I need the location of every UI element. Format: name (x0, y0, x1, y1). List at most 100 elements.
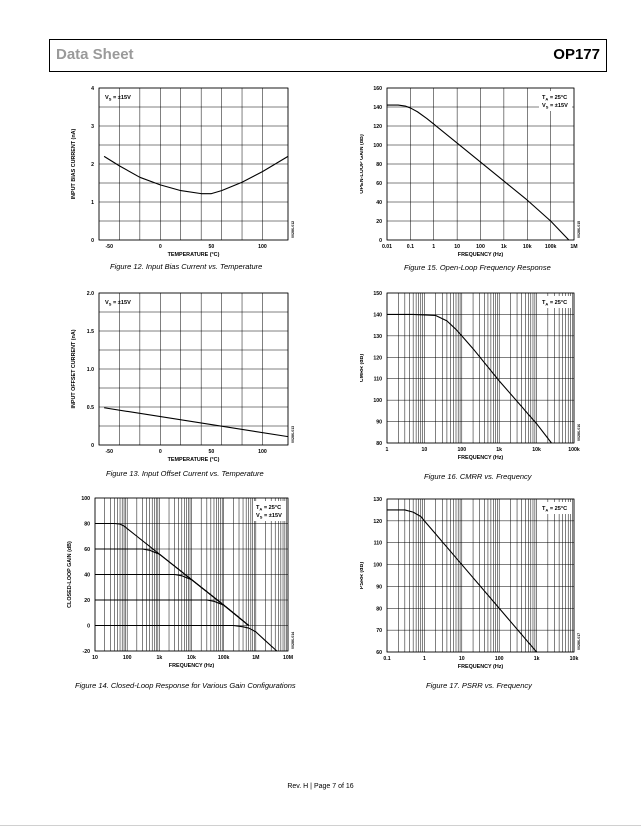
y-tick-label: 70 (376, 628, 382, 634)
y-tick-label: 100 (373, 563, 382, 569)
y-tick-label: 1.5 (87, 329, 94, 335)
figure-code: 00286-012 (291, 221, 295, 238)
x-tick-label: 1k (156, 655, 162, 661)
x-tick-label: 1M (252, 655, 259, 661)
y-axis-label: CMRR (dB) (360, 354, 365, 383)
x-tick-label: 100 (495, 656, 504, 662)
caption-fig15: Figure 15. Open-Loop Frequency Response (404, 263, 551, 272)
y-tick-label: 130 (373, 497, 382, 503)
x-tick-label: 1k (534, 656, 540, 662)
x-tick-label: 10 (422, 447, 428, 453)
page-header: Data Sheet OP177 (49, 39, 607, 72)
y-tick-label: 2 (91, 162, 94, 168)
y-tick-label: 110 (374, 377, 382, 383)
x-tick-label: 0 (159, 449, 162, 455)
y-tick-label: 80 (84, 522, 90, 528)
series-line (95, 548, 250, 626)
series-line (95, 624, 278, 652)
x-tick-label: 1 (386, 447, 389, 453)
plot-frame (386, 87, 575, 241)
x-tick-label: 10 (454, 244, 460, 250)
y-tick-label: 120 (373, 519, 382, 525)
y-axis-label: OPEN-LOOP GAIN (dB) (360, 134, 365, 194)
y-tick-label: 40 (84, 573, 90, 579)
series-line (387, 104, 570, 241)
chart-svg: -50 0 50 100 0 0.5 1.0 1.5 2.0 TEMPERATURE (°C) IN… (71, 291, 295, 463)
x-tick-label: 50 (208, 449, 214, 455)
chart-fig17: 0.1 1 10 100 1k 10k 60 70 80 90 100 110 120 130 FREQUE… (360, 495, 600, 715)
x-tick-label: 100 (476, 244, 485, 250)
x-tick-label: 100 (258, 244, 267, 250)
chart-fig15: 0.01 0.1 1 10 100 1k 10k 100k 1M 0 20 40 60 80 100 120 1… (360, 85, 600, 305)
x-axis-label: FREQUENCY (Hz) (458, 252, 504, 258)
plot-frame (386, 498, 575, 653)
y-axis-label: CLOSED-LOOP GAIN (dB) (67, 541, 73, 608)
x-axis-label: FREQUENCY (Hz) (458, 664, 504, 670)
x-tick-label: 1k (496, 447, 502, 453)
chart-svg: -50 0 50 100 0 1 2 3 4 TEMPERATURE (°C) INPUT BIAS… (71, 86, 295, 258)
annotation-text: TA = 25°C (542, 506, 567, 513)
plot-frame (386, 292, 575, 444)
annotation-text: VS = ±15V (105, 300, 131, 307)
part-number: OP177 (553, 46, 600, 63)
y-axis-label: INPUT BIAS CURRENT (nA) (71, 128, 77, 199)
y-tick-label: 3 (91, 124, 94, 130)
x-tick-label: 1 (423, 656, 426, 662)
x-tick-label: 50 (208, 244, 214, 250)
x-tick-label: 0.1 (383, 656, 390, 662)
series-line (104, 407, 289, 438)
y-tick-label: 4 (91, 86, 94, 92)
grid (98, 87, 289, 241)
figure-code: 00286-017 (577, 633, 581, 650)
y-tick-label: 100 (373, 143, 382, 149)
y-tick-label: 0 (91, 443, 94, 449)
y-tick-label: 20 (376, 219, 382, 225)
x-tick-label: 100 (123, 655, 132, 661)
series-line (103, 155, 289, 195)
x-tick-label: 10 (92, 655, 98, 661)
series-line (387, 509, 538, 653)
figure-code: 00286-013 (291, 426, 295, 443)
x-tick-label: 100k (218, 655, 230, 661)
annotation-bg (539, 296, 572, 308)
x-tick-label: 100 (258, 449, 267, 455)
x-tick-label: 0 (159, 244, 162, 250)
chart-svg: 0.1 1 10 100 1k 10k60708090100110120130FREQUE… (360, 497, 581, 670)
chart-fig16: 1 10 100 1k 10k 100k 80 90 100 110 120 130 140 150 FRE… (360, 290, 600, 510)
y-tick-label: 60 (84, 547, 90, 553)
caption-fig16: Figure 16. CMRR vs. Frequency (424, 472, 532, 481)
y-tick-label: 0 (87, 624, 90, 630)
plot-frame (98, 292, 289, 446)
annotation-text: VS = ±15V (542, 103, 568, 110)
y-axis-label: PSRR (dB) (360, 562, 365, 589)
x-tick-label: 10k (570, 656, 579, 662)
y-tick-label: 130 (373, 334, 382, 340)
grid (386, 498, 575, 653)
x-axis-label: FREQUENCY (Hz) (169, 663, 215, 669)
chart-fig12: -50 0 50 100 0 1 2 3 4 TEMPERATURE (°C) INPUT BIAS… (62, 85, 300, 305)
y-tick-label: 150 (373, 291, 382, 297)
annotation-text: TA = 25°C (256, 505, 281, 512)
y-tick-label: 0 (379, 238, 382, 244)
plot-frame (98, 87, 289, 241)
chart-fig14: 10 100 1k 10k 100k 1M 10M -20 0 20 40 60 80 100 FREQUE… (62, 495, 300, 715)
page-footer: Rev. H | Page 7 of 16 (287, 783, 354, 790)
caption-fig17: Figure 17. PSRR vs. Frequency (426, 681, 532, 690)
x-tick-label: 1k (501, 244, 507, 250)
series-line (95, 599, 250, 626)
y-tick-label: 60 (376, 181, 382, 187)
series-line (387, 313, 552, 444)
x-tick-label: -50 (105, 244, 113, 250)
x-tick-label: 10k (187, 655, 196, 661)
y-tick-label: 80 (376, 606, 382, 612)
chart-fig13: -50 0 50 100 0 0.5 1.0 1.5 2.0 TEMPERATURE (°C) IN… (62, 290, 300, 510)
series-line (95, 573, 250, 626)
y-tick-label: 80 (376, 441, 382, 447)
x-tick-label: 1 (432, 244, 435, 250)
y-tick-label: 160 (373, 86, 382, 92)
x-tick-label: 1M (570, 244, 577, 250)
x-tick-label: 100 (457, 447, 466, 453)
doc-type-label: Data Sheet (56, 46, 134, 63)
chart-svg: 0.01 0.1 1 10 100 1k 10k 100k 1M 0 20 40 60 80 100 120 1… (360, 86, 581, 258)
footer-rule (0, 825, 641, 826)
